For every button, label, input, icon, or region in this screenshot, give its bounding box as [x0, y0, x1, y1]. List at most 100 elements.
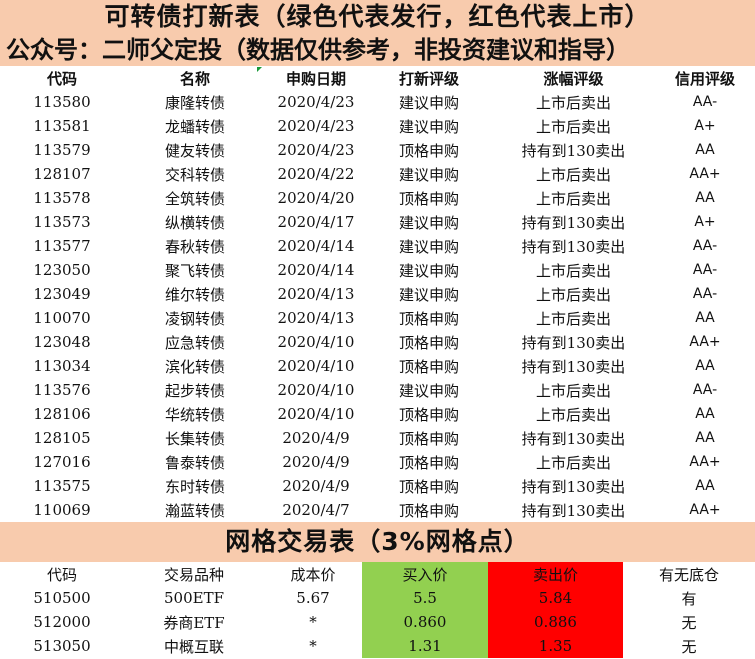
- bond-row: 110070 凌钢转债 2020/4/13 顶格申购 上市后卖出 AA: [0, 306, 755, 330]
- bond-row: 123050 聚飞转债 2020/4/14 建议申购 上市后卖出 AA-: [0, 258, 755, 282]
- bond-row: 113577 春秋转债 2020/4/14 建议申购 持有到130卖出 AA-: [0, 234, 755, 258]
- subscribe-rating-cell: 顶格申购: [398, 189, 459, 208]
- grid-row: 510500 500ETF 5.67 5.5 5.84 有: [0, 586, 755, 610]
- credit-rating-cell: AA: [695, 190, 715, 206]
- grid-product-cell: 券商ETF: [163, 613, 225, 632]
- rise-rating-cell: 上市后卖出: [535, 381, 611, 400]
- bond-code-cell: 128105: [33, 429, 91, 447]
- bond-name-cell: 瀚蓝转债: [164, 501, 225, 520]
- subscribe-date-cell: 2020/4/10: [277, 381, 355, 399]
- credit-rating-cell: AA-: [692, 238, 718, 254]
- rise-rating-cell: 持有到130卖出: [521, 477, 626, 496]
- credit-rating-cell: AA+: [689, 502, 721, 518]
- credit-rating-cell: AA: [695, 358, 715, 374]
- bond-name-cell: 应急转债: [164, 333, 225, 352]
- bond-row: 110069 瀚蓝转债 2020/4/7 顶格申购 持有到130卖出 AA+: [0, 498, 755, 522]
- rise-rating-cell: 持有到130卖出: [521, 333, 626, 352]
- header-banner: 可转债打新表（绿色代表发行，红色代表上市） 公众号：二师父定投（数据仅供参考，非…: [0, 0, 755, 66]
- bond-name-cell: 鲁泰转债: [164, 453, 225, 472]
- grid-buy-price-cell: 5.5: [362, 586, 488, 610]
- rise-rating-cell: 持有到130卖出: [521, 357, 626, 376]
- bond-row: 123049 维尔转债 2020/4/13 建议申购 上市后卖出 AA-: [0, 282, 755, 306]
- rise-rating-cell: 上市后卖出: [535, 453, 611, 472]
- subscribe-date-cell: 2020/4/9: [282, 453, 350, 471]
- grid-col-header-base-position: 有无底仓: [658, 565, 719, 584]
- subscribe-date-cell: 2020/4/10: [277, 357, 355, 375]
- subscribe-date-cell: 2020/4/23: [277, 93, 355, 111]
- bond-name-cell: 长集转债: [164, 429, 225, 448]
- bond-row: 113576 起步转债 2020/4/10 建议申购 上市后卖出 AA-: [0, 378, 755, 402]
- subscribe-rating-cell: 顶格申购: [398, 309, 459, 328]
- credit-rating-cell: AA: [695, 310, 715, 326]
- bond-name-cell: 东时转债: [164, 477, 225, 496]
- bond-code-cell: 123049: [33, 285, 91, 303]
- credit-rating-cell: AA+: [689, 166, 721, 182]
- bond-name-cell: 华统转债: [164, 405, 225, 424]
- subscribe-date-cell: 2020/4/14: [277, 237, 355, 255]
- bond-name-cell: 纵横转债: [164, 213, 225, 232]
- bond-name-cell: 交科转债: [164, 165, 225, 184]
- rise-rating-cell: 持有到130卖出: [521, 429, 626, 448]
- grid-table-header-row: 代码 交易品种 成本价 买入价 卖出价 有无底仓: [0, 562, 755, 586]
- subscribe-date-cell: 2020/4/7: [282, 501, 350, 519]
- bond-row: 128105 长集转债 2020/4/9 顶格申购 持有到130卖出 AA: [0, 426, 755, 450]
- credit-rating-cell: AA+: [689, 454, 721, 470]
- grid-table-title: 网格交易表（3%网格点）: [0, 522, 755, 562]
- rise-rating-cell: 持有到130卖出: [521, 141, 626, 160]
- subscribe-rating-cell: 顶格申购: [398, 405, 459, 424]
- rise-rating-cell: 上市后卖出: [535, 405, 611, 424]
- grid-buy-price-cell: 0.860: [362, 610, 488, 634]
- bond-row: 113575 东时转债 2020/4/9 顶格申购 持有到130卖出 AA: [0, 474, 755, 498]
- bond-code-cell: 113573: [33, 213, 91, 231]
- grid-base-position-cell: 有: [681, 589, 697, 608]
- subscribe-date-cell: 2020/4/13: [277, 309, 355, 327]
- rise-rating-cell: 持有到130卖出: [521, 237, 626, 256]
- grid-sell-price-cell: 5.84: [488, 586, 623, 610]
- bond-row: 113573 纵横转债 2020/4/17 建议申购 持有到130卖出 A+: [0, 210, 755, 234]
- subscribe-rating-cell: 建议申购: [398, 261, 459, 280]
- bond-name-cell: 聚飞转债: [164, 261, 225, 280]
- rise-rating-cell: 上市后卖出: [535, 189, 611, 208]
- col-header-name: 名称: [179, 69, 210, 88]
- subscribe-rating-cell: 建议申购: [398, 93, 459, 112]
- subscribe-rating-cell: 顶格申购: [398, 333, 459, 352]
- subscribe-date-cell: 2020/4/10: [277, 333, 355, 351]
- credit-rating-cell: AA-: [692, 94, 718, 110]
- subscribe-rating-cell: 建议申购: [398, 237, 459, 256]
- page-subtitle: 公众号：二师父定投（数据仅供参考，非投资建议和指导）: [6, 36, 630, 64]
- grid-code-cell: 513050: [33, 637, 91, 655]
- credit-rating-cell: AA-: [692, 382, 718, 398]
- subscribe-date-cell: 2020/4/9: [282, 477, 350, 495]
- col-header-credit-rating: 信用评级: [674, 69, 735, 88]
- col-header-code: 代码: [46, 69, 77, 88]
- bond-name-cell: 维尔转债: [164, 285, 225, 304]
- bond-code-cell: 113578: [33, 189, 91, 207]
- subscribe-rating-cell: 建议申购: [398, 381, 459, 400]
- subscribe-rating-cell: 顶格申购: [398, 501, 459, 520]
- grid-col-header-code: 代码: [46, 565, 77, 584]
- grid-code-cell: 512000: [33, 613, 91, 631]
- bond-code-cell: 113577: [33, 237, 91, 255]
- bond-name-cell: 龙蟠转债: [164, 117, 225, 136]
- bond-code-cell: 123050: [33, 261, 91, 279]
- subscribe-date-cell: 2020/4/9: [282, 429, 350, 447]
- grid-base-position-cell: 无: [681, 637, 697, 656]
- rise-rating-cell: 持有到130卖出: [521, 213, 626, 232]
- bond-code-cell: 113580: [33, 93, 91, 111]
- subscribe-date-cell: 2020/4/23: [277, 141, 355, 159]
- credit-rating-cell: A+: [694, 214, 716, 230]
- subscribe-rating-cell: 顶格申购: [398, 357, 459, 376]
- subscribe-rating-cell: 建议申购: [398, 285, 459, 304]
- grid-row: 512000 券商ETF * 0.860 0.886 无: [0, 610, 755, 634]
- bond-row: 113579 健友转债 2020/4/23 顶格申购 持有到130卖出 AA: [0, 138, 755, 162]
- bond-code-cell: 128107: [33, 165, 91, 183]
- bond-row: 113578 全筑转债 2020/4/20 顶格申购 上市后卖出 AA: [0, 186, 755, 210]
- rise-rating-cell: 上市后卖出: [535, 117, 611, 136]
- col-header-date: 申购日期: [285, 69, 346, 88]
- bond-name-cell: 滨化转债: [164, 357, 225, 376]
- credit-rating-cell: AA: [695, 406, 715, 422]
- bond-code-cell: 123048: [33, 333, 91, 351]
- bond-table-header-row: 代码 名称 申购日期 打新评级 涨幅评级 信用评级: [0, 66, 755, 90]
- cell-comment-marker: [257, 67, 262, 72]
- bond-row: 113034 滨化转债 2020/4/10 顶格申购 持有到130卖出 AA: [0, 354, 755, 378]
